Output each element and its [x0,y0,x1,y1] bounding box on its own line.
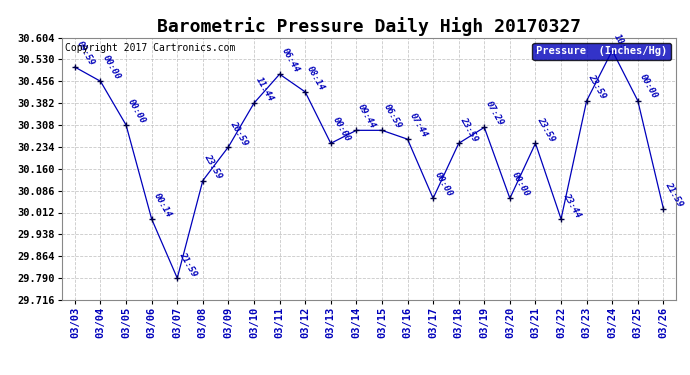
Text: 23:59: 23:59 [459,116,480,143]
Text: 09:59: 09:59 [75,39,96,67]
Text: 00:00: 00:00 [101,54,121,81]
Text: 21:59: 21:59 [177,251,199,278]
Legend: Pressure  (Inches/Hg): Pressure (Inches/Hg) [533,43,671,60]
Title: Barometric Pressure Daily High 20170327: Barometric Pressure Daily High 20170327 [157,17,581,36]
Text: 06:59: 06:59 [382,102,403,130]
Text: 07:29: 07:29 [484,100,506,128]
Text: 10:: 10: [612,32,628,51]
Text: 23:59: 23:59 [535,116,557,143]
Text: Copyright 2017 Cartronics.com: Copyright 2017 Cartronics.com [65,43,235,53]
Text: 00:00: 00:00 [126,97,147,125]
Text: 00:14: 00:14 [152,191,173,219]
Text: 00:00: 00:00 [331,116,352,143]
Text: 20:59: 20:59 [228,119,250,147]
Text: 06:44: 06:44 [279,46,301,74]
Text: 00:00: 00:00 [510,171,531,198]
Text: 23:59: 23:59 [203,153,224,181]
Text: 09:44: 09:44 [356,102,377,130]
Text: 07:44: 07:44 [408,111,428,139]
Text: 23:59: 23:59 [586,73,608,101]
Text: 23:44: 23:44 [561,191,582,219]
Text: 21:59: 21:59 [663,181,684,209]
Text: 00:00: 00:00 [638,73,659,101]
Text: 00:00: 00:00 [433,171,454,198]
Text: 08:14: 08:14 [305,64,326,92]
Text: 11:44: 11:44 [254,75,275,103]
